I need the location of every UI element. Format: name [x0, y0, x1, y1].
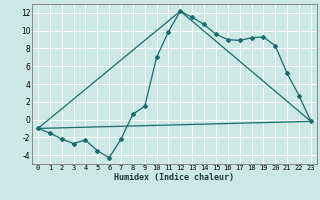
X-axis label: Humidex (Indice chaleur): Humidex (Indice chaleur) [115, 173, 234, 182]
